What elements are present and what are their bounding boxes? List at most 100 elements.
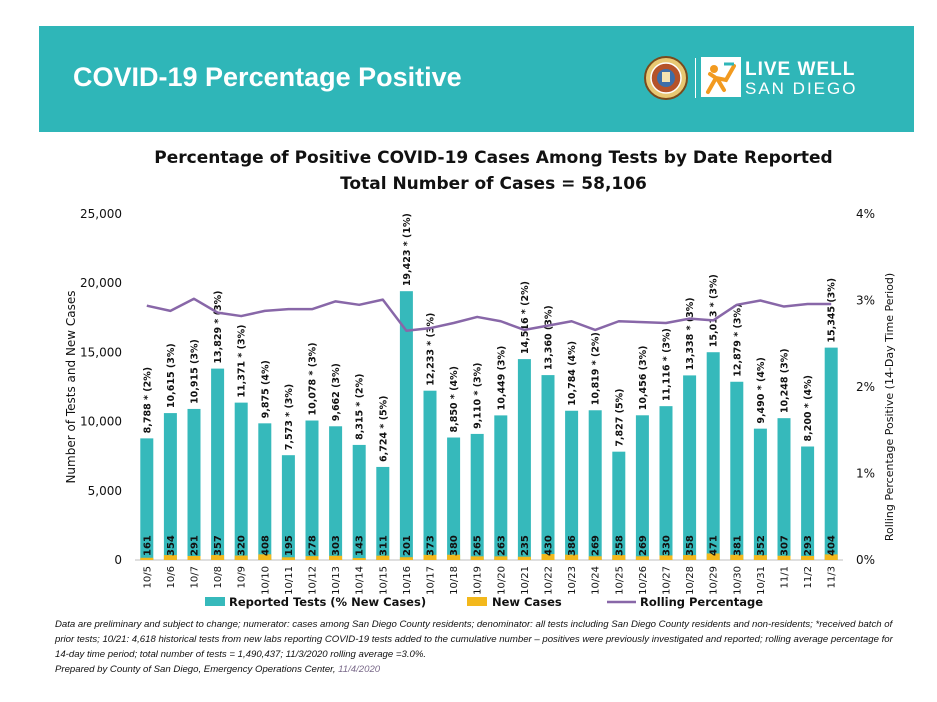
y-tick-label: 0 (114, 553, 122, 567)
bar-new-cases (447, 554, 461, 560)
bar-data-label: 19,423 * (1%) (402, 213, 413, 286)
new-cases-label: 307 (780, 535, 791, 556)
prepared-by: Prepared by County of San Diego, Emergen… (55, 664, 339, 675)
bar-new-cases (423, 554, 437, 560)
x-tick-label: 10/13 (331, 566, 342, 595)
bar-reported-tests (305, 420, 319, 560)
bar-new-cases (140, 557, 154, 560)
x-tick-label: 11/3 (827, 566, 838, 588)
bar-new-cases (494, 556, 508, 560)
x-tick-label: 10/5 (142, 566, 153, 588)
logo-text-line2: SAN DIEGO (745, 79, 858, 98)
footnote-text: Data are preliminary and subject to chan… (55, 619, 893, 660)
bar-new-cases (187, 555, 201, 560)
new-cases-label: 354 (166, 535, 177, 556)
bar-data-label: 10,615 (3%) (166, 343, 177, 408)
new-cases-label: 373 (426, 535, 437, 556)
bar-data-label: 12,879 * (3%) (732, 304, 743, 377)
bar-new-cases (683, 555, 697, 560)
bar-data-label: 14,516 * (2%) (520, 281, 531, 354)
bar-data-label: 10,819 * (2%) (591, 332, 602, 405)
new-cases-label: 201 (402, 535, 413, 556)
bar-reported-tests (730, 381, 744, 560)
bar-data-label: 7,573 * (3%) (284, 384, 295, 450)
x-tick-label: 10/27 (662, 566, 673, 595)
bar-new-cases (659, 555, 673, 560)
bar-reported-tests (517, 359, 531, 560)
bar-new-cases (753, 555, 767, 560)
new-cases-label: 293 (803, 535, 814, 556)
logo-text-line1: LIVE WELL (745, 59, 856, 80)
bar-new-cases (470, 556, 484, 560)
bar-new-cases (706, 553, 720, 560)
x-tick-label: 10/17 (426, 566, 437, 595)
live-well-logo-icon (701, 57, 741, 97)
y-tick-label: 10,000 (80, 415, 122, 429)
y-tick-label: 20,000 (80, 276, 122, 290)
y2-axis-title: Rolling Percentage Positive (14-Day Time… (883, 273, 896, 541)
bar-reported-tests (258, 423, 272, 560)
new-cases-label: 381 (732, 535, 743, 556)
x-tick-label: 10/28 (685, 566, 696, 595)
bar-data-label: 10,784 (4%) (567, 341, 578, 406)
bar-new-cases (565, 554, 579, 560)
bar-reported-tests (187, 408, 201, 560)
bar-reported-tests (635, 415, 649, 560)
legend-label-rolling: Rolling Percentage (640, 595, 763, 609)
chart-subtitle: Total Number of Cases = 58,106 (340, 174, 647, 194)
bar-data-label: 11,371 * (3%) (237, 325, 248, 398)
bar-reported-tests (234, 402, 248, 560)
y2-tick-label: 3% (856, 294, 875, 308)
y2-tick-label: 0% (856, 553, 875, 567)
bar-new-cases (376, 555, 390, 560)
bar-data-label: 15,013 * (3%) (709, 274, 720, 347)
new-cases-label: 143 (355, 535, 366, 556)
new-cases-label: 380 (449, 535, 460, 556)
rolling-percentage-line (146, 297, 832, 333)
bar-data-label: 8,788 * (2%) (142, 367, 153, 433)
bar-new-cases (305, 556, 319, 560)
county-seal-icon (644, 56, 688, 100)
x-tick-label: 10/12 (308, 566, 319, 595)
y-tick-label: 5,000 (88, 484, 122, 498)
x-tick-label: 10/14 (355, 566, 366, 595)
new-cases-label: 278 (308, 535, 319, 556)
y2-tick-label: 4% (856, 207, 875, 221)
bar-reported-tests (470, 433, 484, 560)
bar-reported-tests (588, 410, 602, 560)
bar-new-cases (777, 555, 791, 560)
bar-reported-tests (824, 347, 838, 560)
bar-new-cases (588, 556, 602, 560)
bar-new-cases (258, 554, 272, 560)
bar-data-label: 8,315 * (2%) (355, 373, 366, 439)
x-tick-label: 10/19 (473, 566, 484, 595)
bar-reported-tests (376, 466, 390, 560)
x-tick-label: 10/10 (260, 566, 271, 595)
x-tick-label: 10/31 (756, 566, 767, 595)
y2-tick-label: 2% (856, 380, 875, 394)
bar-new-cases (352, 558, 366, 560)
x-tick-label: 10/8 (213, 566, 224, 588)
legend-swatch-reported-tests (205, 597, 225, 606)
bar-data-label: 9,490 * (4%) (756, 357, 767, 423)
new-cases-label: 235 (520, 535, 531, 556)
bar-reported-tests (683, 375, 697, 560)
y-tick-label: 25,000 (80, 207, 122, 221)
new-cases-label: 303 (331, 535, 342, 556)
new-cases-label: 265 (473, 535, 484, 556)
new-cases-label: 358 (685, 535, 696, 556)
x-tick-label: 10/22 (544, 566, 555, 595)
bar-reported-tests (706, 352, 720, 560)
bar-reported-tests (801, 446, 815, 560)
bar-data-label: 8,200 * (4%) (803, 375, 814, 441)
bar-reported-tests (163, 413, 177, 560)
new-cases-label: 352 (756, 535, 767, 556)
x-tick-label: 10/25 (614, 566, 625, 595)
bar-new-cases (517, 556, 531, 560)
bar-reported-tests (140, 438, 154, 560)
bar-data-label: 9,662 (3%) (331, 363, 342, 421)
x-tick-label: 10/23 (567, 566, 578, 595)
x-tick-label: 10/7 (190, 566, 201, 588)
bar-reported-tests (281, 455, 295, 560)
bar-new-cases (234, 555, 248, 560)
